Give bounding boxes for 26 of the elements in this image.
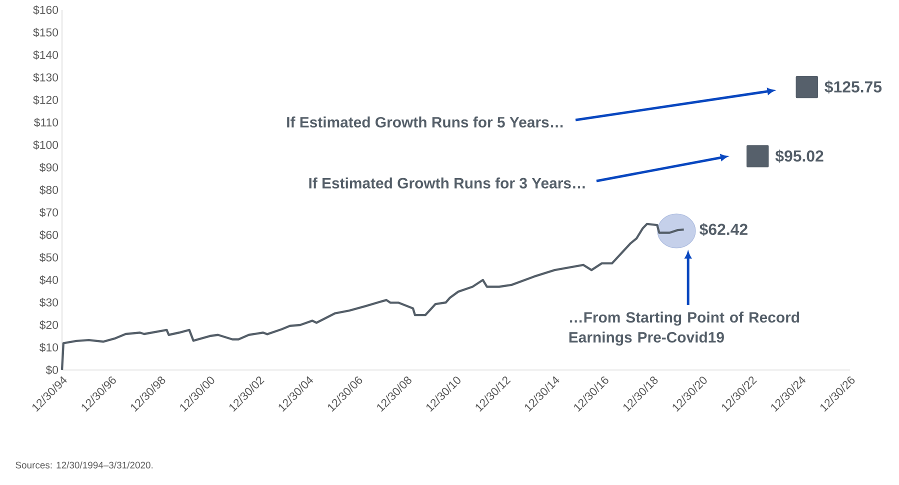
y-tick-label: $0 [46, 365, 58, 375]
y-tick-label: $110 [34, 118, 58, 128]
source-note: Sources: 12/30/1994–3/31/2020. [16, 462, 153, 468]
y-tick-label: $100 [33, 140, 58, 150]
point [746, 145, 769, 168]
y-tick-label: $20 [40, 320, 58, 330]
y-tick-label: $150 [33, 28, 58, 38]
annotation: If Estimated Growth Runs for 3 Years… [309, 178, 585, 189]
y-tick-label: $80 [40, 185, 58, 195]
point [796, 76, 818, 98]
annotation: If Estimated Growth Runs for 5 Years… [287, 116, 563, 128]
annotation: …From Starting Point of Record Earnings Pre-Covid19 [569, 312, 800, 346]
data-label: $62.42 [700, 223, 748, 236]
data-label: $95.02 [775, 150, 824, 163]
y-tick-label: $10 [40, 342, 58, 352]
y-tick-label: $70 [40, 208, 58, 218]
y-tick-label: $40 [40, 275, 58, 285]
y-tick-label: $140 [33, 50, 58, 60]
y-tick-label: $120 [33, 95, 58, 105]
data-label: $125.75 [824, 80, 882, 94]
y-tick-label: $50 [40, 252, 58, 262]
y-tick-label: $60 [40, 230, 58, 240]
y-tick-label: $130 [33, 72, 58, 82]
y-tick-label: $30 [40, 298, 58, 308]
y-tick-label: $90 [40, 162, 58, 172]
y-tick-label: $160 [33, 5, 58, 15]
